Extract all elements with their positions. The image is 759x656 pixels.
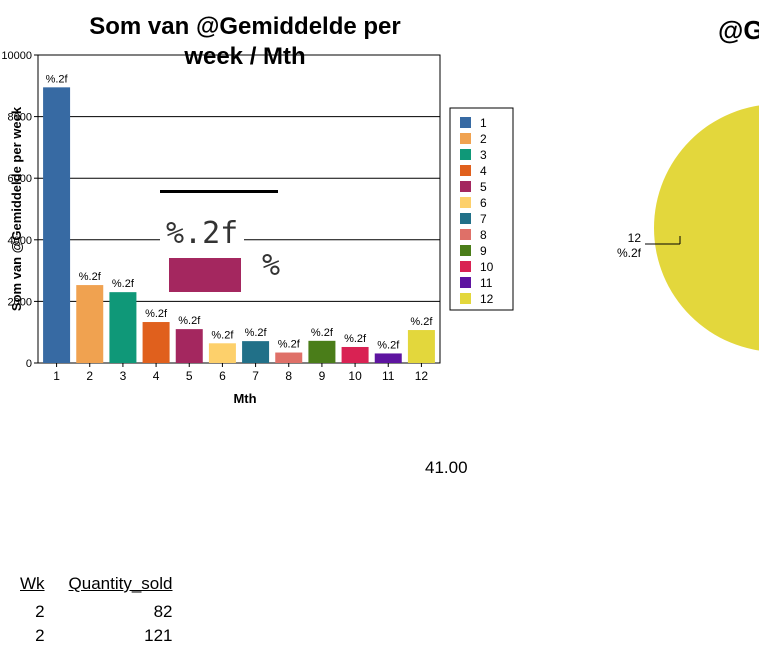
legend-swatch-12 <box>460 293 471 304</box>
bar-4[interactable] <box>142 322 170 363</box>
legend-entry-3[interactable]: 3 <box>480 148 487 162</box>
bar-data-label: %.2f <box>112 278 135 290</box>
legend-entry-4[interactable]: 4 <box>480 164 487 178</box>
x-tick-label: 11 <box>382 369 395 383</box>
y-tick-label: 4000 <box>8 235 32 247</box>
bar-3[interactable] <box>109 292 137 363</box>
y-tick-label: 10000 <box>1 50 32 62</box>
bar-data-label: %.2f <box>79 271 102 283</box>
x-tick-label: 1 <box>53 369 60 383</box>
tooltip-divider <box>160 190 278 193</box>
legend-entry-10[interactable]: 10 <box>480 260 494 274</box>
x-tick-label: 2 <box>86 369 93 383</box>
legend-entry-9[interactable]: 9 <box>480 244 487 258</box>
bar-data-label: %.2f <box>344 333 367 345</box>
bar-1[interactable] <box>43 87 71 363</box>
chart-title-line-1: Som van @Gemiddelde per <box>89 13 400 40</box>
y-axis-label: Som van @Gemiddelde per week <box>9 106 24 311</box>
y-tick-label: 8000 <box>8 112 32 124</box>
legend-swatch-11 <box>460 277 471 288</box>
x-tick-label: 8 <box>285 369 292 383</box>
table-cell-quantity-sold: 121 <box>144 626 173 645</box>
tooltip-percent: % <box>260 248 283 283</box>
x-tick-label: 10 <box>348 369 362 383</box>
legend-swatch-2 <box>460 133 471 144</box>
legend-entry-1[interactable]: 1 <box>480 116 487 130</box>
y-tick-label: 0 <box>26 358 32 370</box>
hover-tooltip: %.2f % <box>160 190 283 292</box>
bar-8[interactable] <box>275 352 303 363</box>
summary-value: 41.00 <box>425 458 468 477</box>
legend-swatch-6 <box>460 197 471 208</box>
chart-title-line-2: week / Mth <box>183 43 305 70</box>
column-header-wk[interactable]: Wk <box>20 574 45 593</box>
bar-data-label: %.2f <box>178 315 201 327</box>
bar-7[interactable] <box>242 341 270 363</box>
bar-2[interactable] <box>76 285 104 363</box>
table-header-row: Wk Quantity_sold <box>20 574 173 600</box>
pie-slice-label: 12 <box>628 231 642 245</box>
legend-swatch-9 <box>460 245 471 256</box>
bar-data-label: %.2f <box>278 339 301 351</box>
y-tick-label: 6000 <box>8 173 32 185</box>
bar-5[interactable] <box>175 329 203 363</box>
pie-slice-12[interactable] <box>654 104 759 352</box>
bar-data-label: %.2f <box>46 73 69 85</box>
x-axis-label: Mth <box>233 391 256 406</box>
x-tick-label: 12 <box>415 369 429 383</box>
table-row: 2 121 <box>20 624 173 648</box>
bar-data-label: %.2f <box>211 329 234 341</box>
x-tick-label: 7 <box>252 369 259 383</box>
x-tick-label: 6 <box>219 369 226 383</box>
legend-entry-2[interactable]: 2 <box>480 132 487 146</box>
legend-swatch-1 <box>460 117 471 128</box>
legend-entry-12[interactable]: 12 <box>480 292 494 306</box>
data-table: Wk Quantity_sold 2 82 2 121 <box>20 574 173 648</box>
tooltip-value: %.2f <box>160 214 245 253</box>
bar-chart: 0 2000 4000 6000 8000 10000 %.2f 1 %.2f 2 %.2f 3 %.2… <box>1 13 514 406</box>
pie-chart: @G 12 %.2f <box>617 15 759 352</box>
bar-data-label: %.2f <box>311 327 334 339</box>
legend-swatch-8 <box>460 229 471 240</box>
legend-entry-8[interactable]: 8 <box>480 228 487 242</box>
bar-10[interactable] <box>341 346 369 363</box>
table-cell-quantity-sold: 82 <box>153 602 173 621</box>
x-tick-label: 3 <box>120 369 127 383</box>
legend-entry-7[interactable]: 7 <box>480 212 487 226</box>
bar-data-label: %.2f <box>377 339 400 351</box>
bar-data-label: %.2f <box>245 327 268 339</box>
bar-6[interactable] <box>208 343 236 363</box>
legend-swatch-7 <box>460 213 471 224</box>
x-tick-label: 5 <box>186 369 193 383</box>
bar-12[interactable] <box>407 330 435 363</box>
tooltip-color-swatch <box>169 258 241 292</box>
plot-area <box>37 54 441 364</box>
table-cell-wk: 2 <box>35 602 45 621</box>
legend-swatch-3 <box>460 149 471 160</box>
x-tick-label: 4 <box>153 369 160 383</box>
bar-data-label: %.2f <box>410 316 433 328</box>
pie-slice-value-label: %.2f <box>617 246 642 260</box>
legend-swatch-4 <box>460 165 471 176</box>
legend-swatch-5 <box>460 181 471 192</box>
legend-entry-5[interactable]: 5 <box>480 180 487 194</box>
pie-title: @G <box>718 15 759 45</box>
table-cell-wk: 2 <box>35 626 45 645</box>
column-header-quantity-sold[interactable]: Quantity_sold <box>68 574 173 593</box>
table-row: 2 82 <box>20 600 173 624</box>
legend-entry-6[interactable]: 6 <box>480 196 487 210</box>
legend-entry-11[interactable]: 11 <box>480 276 493 290</box>
x-tick-label: 9 <box>319 369 326 383</box>
bar-11[interactable] <box>374 353 402 363</box>
y-tick-label: 2000 <box>8 296 32 308</box>
legend-swatch-10 <box>460 261 471 272</box>
bar-9[interactable] <box>308 340 336 363</box>
bar-data-label: %.2f <box>145 308 168 320</box>
